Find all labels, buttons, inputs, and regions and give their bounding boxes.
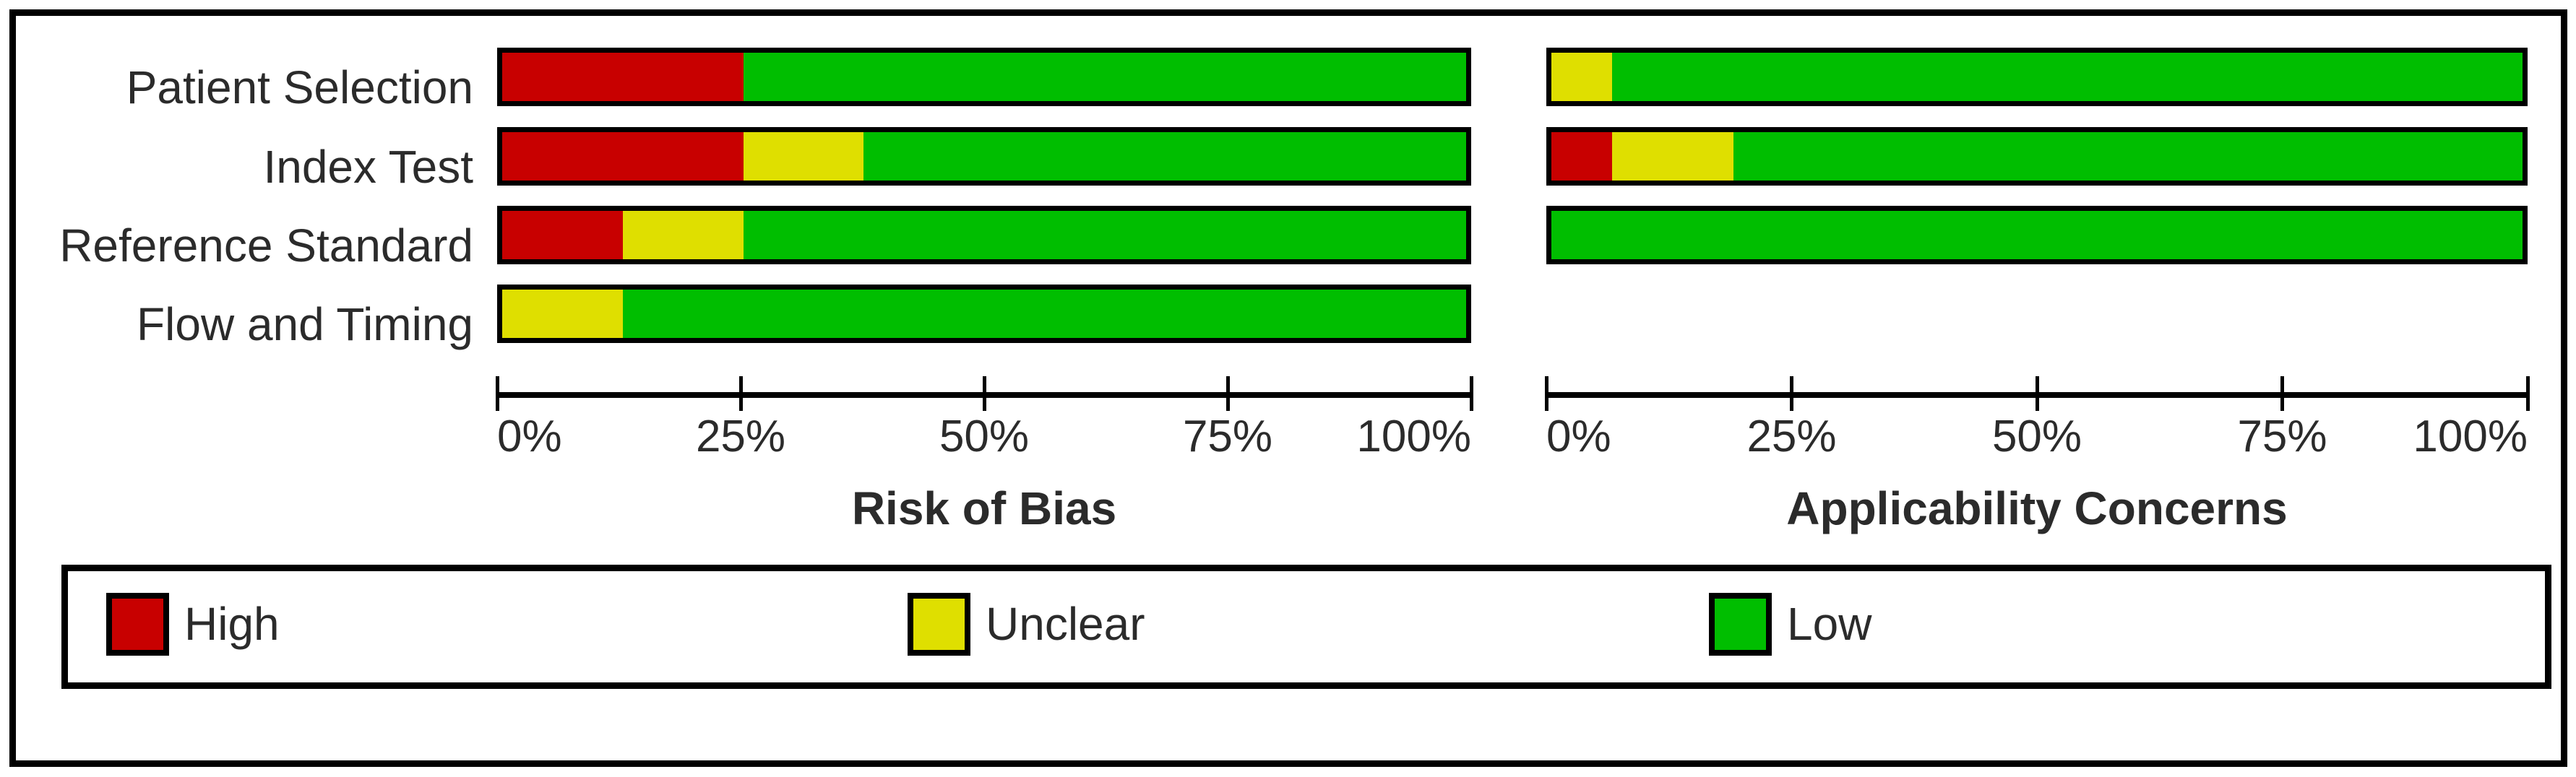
row-label-index-test: Index Test — [263, 141, 473, 193]
x-axis-tick — [1469, 376, 1473, 411]
row-label-patient-selection: Patient Selection — [126, 61, 473, 113]
chart-title-applicability-concerns: Applicability Concerns — [1786, 482, 2288, 534]
x-axis-tick — [2035, 376, 2039, 411]
x-axis-tick-label: 25% — [695, 412, 786, 461]
x-axis-tick — [2280, 376, 2284, 411]
legend: High Unclear Low — [61, 565, 2551, 689]
bar-row-patient-selection — [497, 48, 1471, 106]
x-axis-tick-label: 25% — [1746, 412, 1837, 461]
x-axis-tick-label: 50% — [1991, 412, 2082, 461]
bar-row-index-test — [497, 127, 1471, 186]
bar-segment-low — [1551, 211, 2523, 259]
legend-swatch-low — [1709, 593, 1772, 656]
legend-item-low: Low — [1709, 593, 1871, 656]
bar-segment-low — [1612, 53, 2523, 101]
x-axis-tick — [738, 376, 743, 411]
bar-segment-high — [502, 132, 744, 181]
row-label-reference-standard: Reference Standard — [59, 220, 473, 272]
x-axis-tick-label: 0% — [1546, 412, 1611, 461]
x-axis-tick — [495, 376, 499, 411]
legend-label: Unclear — [986, 598, 1145, 650]
x-axis-tick-label: 50% — [939, 412, 1030, 461]
figure-frame: Patient Selection Index Test Reference Sta… — [9, 9, 2567, 767]
bar-segment-unclear — [622, 211, 744, 259]
bar-segment-unclear — [743, 132, 864, 181]
x-axis-tick — [2525, 376, 2530, 411]
legend-label: Low — [1787, 598, 1872, 650]
bar-row-index-test — [1546, 127, 2528, 186]
bar-row-reference-standard — [497, 206, 1471, 264]
x-axis-tick-label: 100% — [1356, 412, 1471, 461]
row-label-flow-and-timing: Flow and Timing — [137, 298, 473, 350]
bar-segment-low — [743, 211, 1466, 259]
bar-row-patient-selection — [1546, 48, 2528, 106]
bar-segment-unclear — [502, 290, 623, 338]
legend-label: High — [184, 598, 280, 650]
bar-segment-low — [1733, 132, 2523, 181]
chart-title-risk-of-bias: Risk of Bias — [851, 482, 1117, 534]
x-axis-tick-label: 75% — [2237, 412, 2327, 461]
legend-swatch-high — [106, 593, 169, 656]
bar-segment-low — [743, 53, 1466, 101]
bar-row-reference-standard — [1546, 206, 2528, 264]
legend-item-high: High — [106, 593, 280, 656]
x-axis-tick — [1544, 376, 1548, 411]
x-axis-tick — [982, 376, 986, 411]
bar-segment-high — [1551, 132, 1612, 181]
x-axis-tick — [1790, 376, 1793, 411]
bar-segment-high — [502, 211, 623, 259]
x-axis-tick-label: 75% — [1182, 412, 1273, 461]
x-axis-tick-label: 0% — [497, 412, 562, 461]
bar-segment-low — [622, 290, 1466, 338]
x-axis-tick-label: 100% — [2413, 412, 2528, 461]
bar-segment-unclear — [1551, 53, 1612, 101]
legend-item-unclear: Unclear — [908, 593, 1145, 656]
bar-segment-unclear — [1612, 132, 1733, 181]
bar-row-flow-and-timing — [497, 285, 1471, 343]
bar-segment-low — [863, 132, 1466, 181]
bar-segment-high — [502, 53, 744, 101]
x-axis-tick — [1225, 376, 1230, 411]
legend-swatch-unclear — [908, 593, 970, 656]
